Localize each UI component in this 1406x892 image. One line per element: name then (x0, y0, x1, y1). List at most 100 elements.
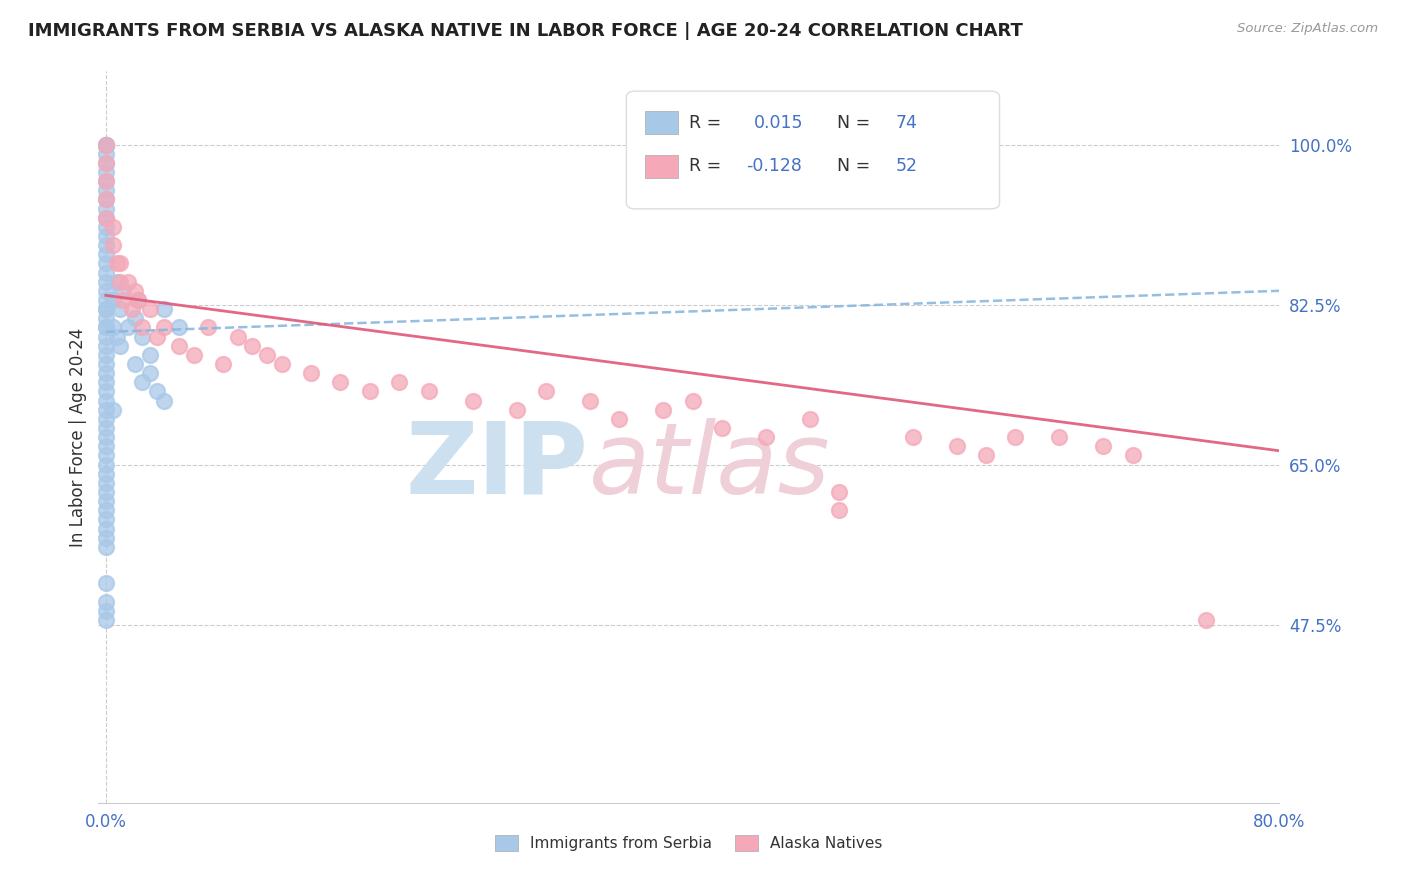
Text: 0.015: 0.015 (754, 113, 803, 131)
Point (94, 412, 117, 426)
Point (270, 357, 292, 371)
Point (117, 320, 139, 334)
Point (183, 348, 205, 362)
Point (101, 238, 124, 252)
Point (94, 155, 117, 169)
Point (121, 301, 143, 317)
Text: atlas: atlas (589, 417, 830, 515)
Legend: Immigrants from Serbia, Alaska Natives: Immigrants from Serbia, Alaska Natives (489, 830, 889, 857)
Point (94, 155, 117, 169)
Point (1004, 430, 1026, 444)
Point (146, 384, 169, 399)
Point (94, 275, 117, 289)
Point (329, 376, 352, 390)
Point (755, 430, 778, 444)
Point (101, 320, 124, 334)
Point (101, 293, 124, 307)
Point (901, 430, 924, 444)
Point (153, 320, 176, 334)
Point (94, 183, 117, 197)
Point (226, 329, 249, 343)
Point (101, 402, 124, 417)
Point (94, 402, 117, 417)
Point (94, 448, 117, 462)
Point (94, 174, 117, 188)
Point (94, 348, 117, 362)
Point (1092, 439, 1115, 453)
Point (110, 256, 132, 270)
Point (94, 137, 117, 152)
Point (94, 247, 117, 261)
Point (388, 376, 411, 390)
Point (256, 348, 278, 362)
Point (101, 219, 124, 234)
Point (94, 193, 117, 207)
Point (945, 439, 967, 453)
Point (94, 193, 117, 207)
Point (94, 284, 117, 298)
Point (94, 228, 117, 243)
Point (107, 275, 129, 289)
Point (94, 301, 117, 317)
Point (94, 521, 117, 535)
Point (94, 576, 117, 591)
Point (124, 357, 146, 371)
Point (94, 146, 117, 161)
Point (107, 256, 129, 270)
Y-axis label: In Labor Force | Age 20-24: In Labor Force | Age 20-24 (69, 327, 87, 547)
Text: ZIP: ZIP (406, 417, 589, 515)
Point (1047, 430, 1070, 444)
Point (153, 301, 176, 317)
Point (167, 338, 190, 352)
Point (94, 594, 117, 608)
Point (153, 393, 176, 408)
Point (94, 485, 117, 500)
Point (94, 174, 117, 188)
Point (94, 494, 117, 508)
Point (94, 458, 117, 472)
Point (418, 384, 440, 399)
Text: 74: 74 (896, 113, 918, 131)
Point (139, 348, 162, 362)
Text: R =: R = (689, 158, 727, 176)
Text: 52: 52 (896, 158, 918, 176)
Point (94, 301, 117, 317)
Point (828, 503, 851, 517)
Point (94, 338, 117, 352)
Point (94, 137, 117, 152)
Point (1122, 448, 1144, 462)
Point (94, 137, 117, 152)
Point (94, 320, 117, 334)
Point (94, 430, 117, 444)
Point (94, 202, 117, 216)
Point (107, 329, 129, 343)
FancyBboxPatch shape (645, 111, 678, 135)
Point (94, 329, 117, 343)
Point (94, 366, 117, 380)
Point (94, 311, 117, 326)
Point (299, 366, 322, 380)
FancyBboxPatch shape (626, 91, 1000, 209)
Point (94, 613, 117, 627)
Point (974, 448, 997, 462)
Point (94, 320, 117, 334)
Point (127, 293, 149, 307)
Point (139, 301, 162, 317)
Point (146, 329, 169, 343)
Point (94, 165, 117, 179)
Point (94, 393, 117, 408)
Point (94, 384, 117, 399)
Point (94, 503, 117, 517)
Point (94, 211, 117, 225)
Point (139, 366, 162, 380)
Point (652, 402, 675, 417)
Point (124, 311, 146, 326)
Point (828, 485, 851, 500)
Point (94, 475, 117, 490)
Point (1195, 613, 1218, 627)
Point (131, 376, 153, 390)
Text: R =: R = (689, 113, 727, 131)
Text: IMMIGRANTS FROM SERBIA VS ALASKA NATIVE IN LABOR FORCE | AGE 20-24 CORRELATION C: IMMIGRANTS FROM SERBIA VS ALASKA NATIVE … (28, 22, 1024, 40)
Point (94, 238, 117, 252)
Text: -0.128: -0.128 (745, 158, 801, 176)
